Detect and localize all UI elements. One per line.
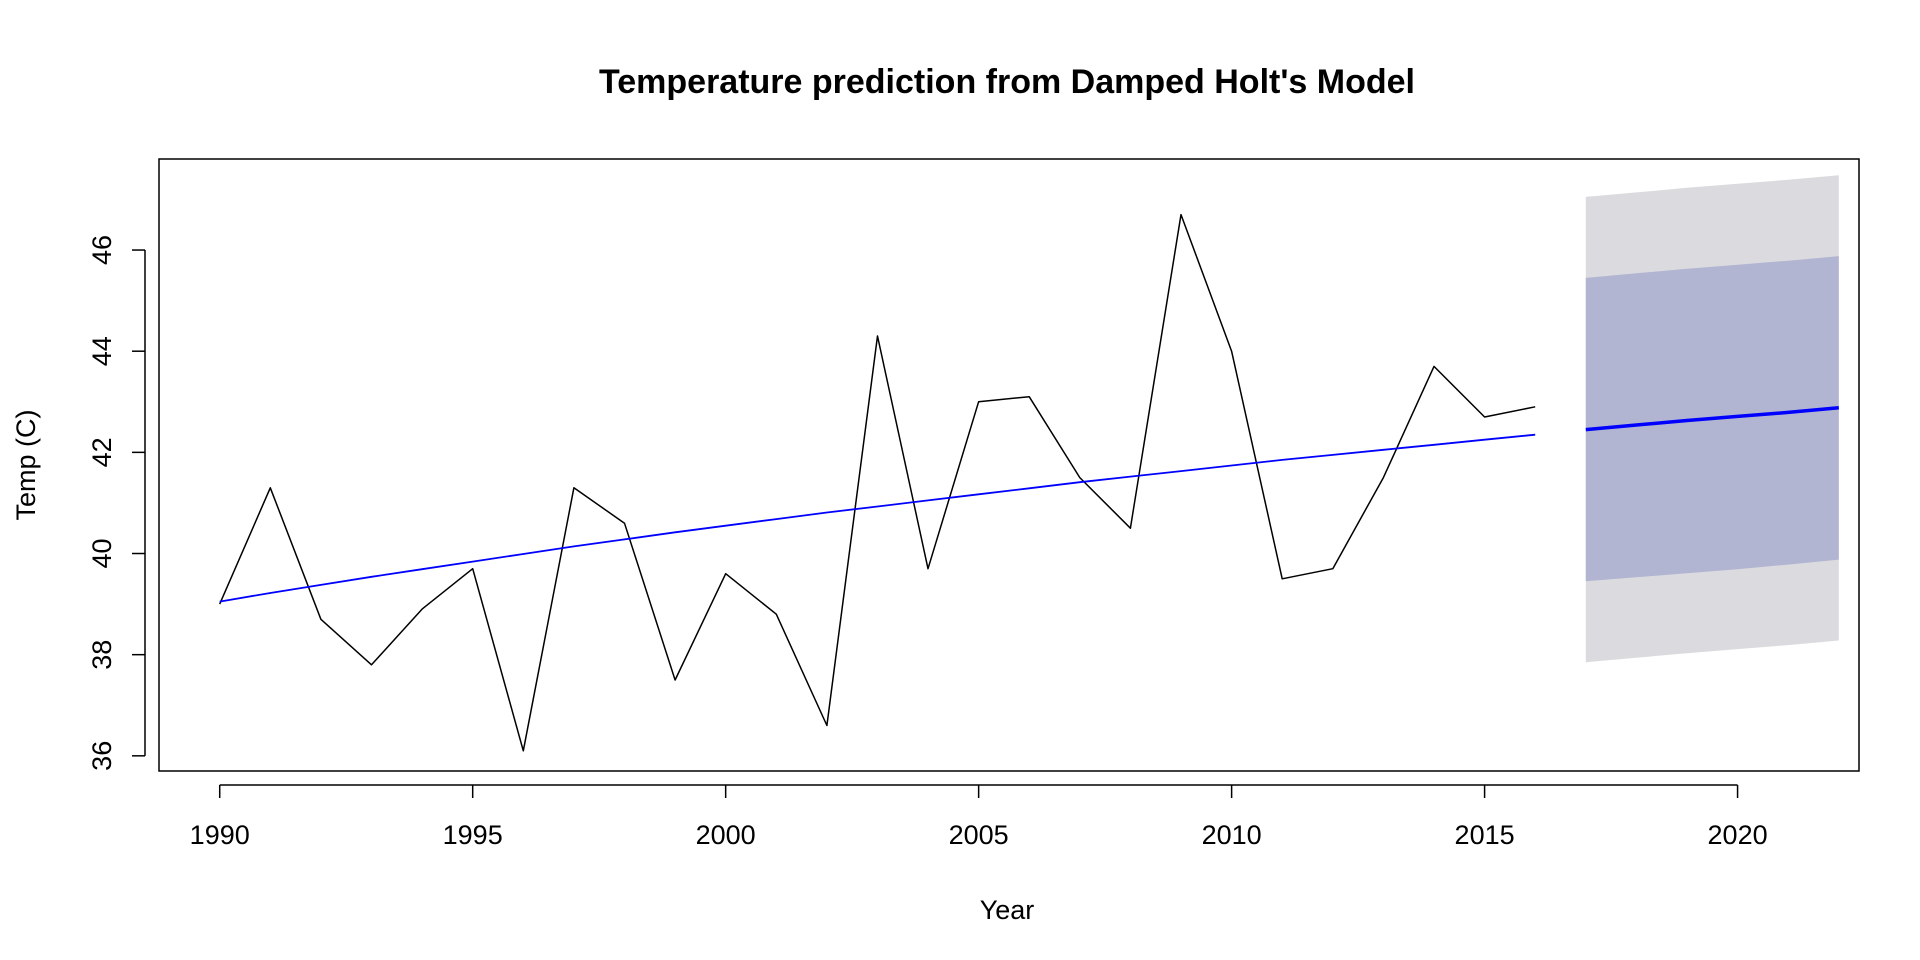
series-lines — [219, 213, 1839, 752]
y-tick-label: 40 — [87, 538, 117, 568]
x-tick-label: 2020 — [1708, 820, 1768, 850]
fitted-line — [219, 433, 1536, 603]
x-tick-label: 2010 — [1202, 820, 1262, 850]
y-tick-label: 46 — [87, 235, 117, 265]
observed-line — [219, 213, 1536, 752]
x-axis-label: Year — [980, 895, 1035, 925]
x-tick-label: 1990 — [190, 820, 250, 850]
y-tick-label: 36 — [87, 741, 117, 771]
y-axis-label: Temp (C) — [11, 409, 41, 520]
x-tick-label: 1995 — [443, 820, 503, 850]
x-tick-label: 2000 — [696, 820, 756, 850]
plot-area — [158, 158, 1860, 772]
x-axis: 1990 1995 2000 2005 2010 2015 2020 — [190, 784, 1768, 850]
y-tick-label: 42 — [87, 437, 117, 467]
forecast-line — [1585, 406, 1839, 432]
chart-title: Temperature prediction from Damped Holt'… — [599, 63, 1415, 101]
y-tick-label: 38 — [87, 640, 117, 670]
x-tick-label: 2005 — [949, 820, 1009, 850]
y-axis: 36 38 40 42 44 46 — [87, 235, 146, 771]
y-tick-label: 44 — [87, 336, 117, 366]
x-tick-label: 2015 — [1455, 820, 1515, 850]
